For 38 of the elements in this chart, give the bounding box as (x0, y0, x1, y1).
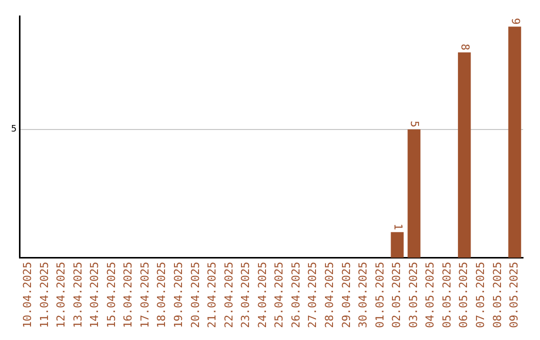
x-tick-label: 05.05.2025 (440, 262, 454, 328)
x-tick-label: 16.04.2025 (122, 262, 135, 328)
x-tick-label: 26.04.2025 (289, 262, 302, 328)
data-label: 1 (391, 223, 404, 230)
x-tick-label: 28.04.2025 (322, 262, 336, 328)
x-tick-label: 14.04.2025 (88, 262, 102, 328)
x-tick-label: 17.04.2025 (138, 262, 152, 328)
bar (390, 232, 404, 258)
data-label: 8 (458, 44, 472, 50)
x-tick-label: 03.05.2025 (406, 262, 420, 328)
x-tick-label: 13.04.2025 (71, 262, 84, 328)
x-tick-label: 19.04.2025 (172, 262, 185, 328)
x-tick-label: 23.04.2025 (239, 262, 252, 328)
bar (508, 26, 522, 258)
x-tick-label: 07.05.2025 (474, 262, 487, 328)
x-tick-label: 30.04.2025 (356, 262, 370, 328)
x-tick-label: 10.04.2025 (20, 262, 34, 328)
x-tick-label: 25.04.2025 (272, 262, 286, 328)
x-tick-label: 27.04.2025 (306, 262, 320, 328)
data-label: 5 (408, 120, 422, 128)
x-tick-label: 12.04.2025 (54, 262, 68, 328)
bar (458, 52, 471, 258)
x-tick-label: 18.04.2025 (155, 262, 168, 328)
x-tick-label: 08.05.2025 (490, 262, 504, 328)
x-tick-label: 29.04.2025 (340, 262, 353, 328)
bar (408, 129, 420, 258)
x-tick-label: 15.04.2025 (104, 262, 118, 328)
data-label: 9 (508, 18, 522, 25)
x-tick-label: 21.04.2025 (206, 262, 219, 328)
x-tick-label: 20.04.2025 (188, 262, 202, 328)
x-tick-label: 09.05.2025 (508, 262, 521, 328)
x-tick-label: 04.05.2025 (424, 262, 437, 328)
x-tick-label: 24.04.2025 (256, 262, 269, 328)
x-tick-label: 11.04.2025 (38, 262, 51, 328)
x-tick-label: 02.05.2025 (390, 262, 404, 328)
x-tick-label: 22.04.2025 (222, 262, 236, 328)
x-tick-label: 01.05.2025 (373, 262, 386, 328)
x-tick-label: 06.05.2025 (457, 262, 470, 328)
